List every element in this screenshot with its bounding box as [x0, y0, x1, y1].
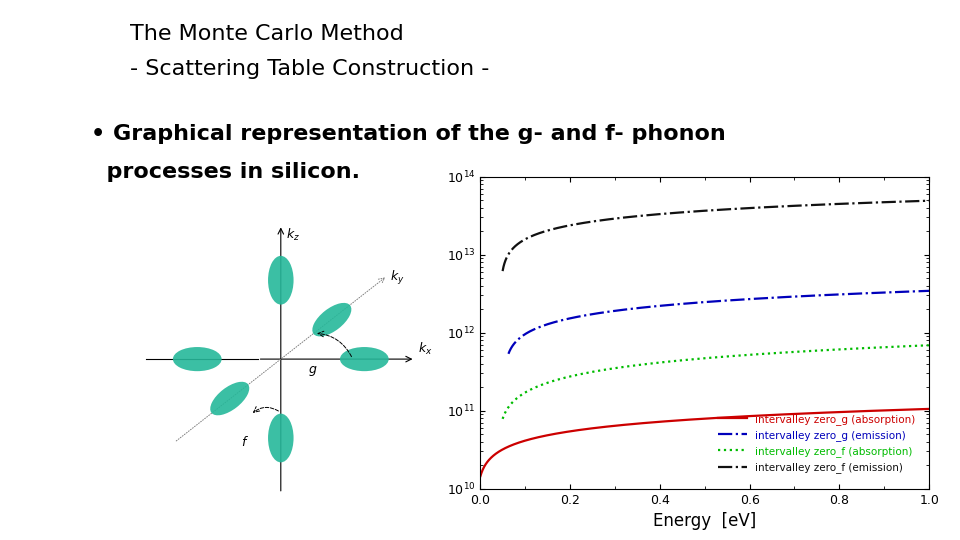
Text: $k_z$: $k_z$ — [286, 227, 300, 243]
Ellipse shape — [210, 382, 250, 415]
Legend: intervalley zero_g (absorption), intervalley zero_g (emission), intervalley zero: intervalley zero_g (absorption), interva… — [713, 410, 920, 477]
Text: The Monte Carlo Method: The Monte Carlo Method — [130, 24, 403, 44]
Text: - Scattering Table Construction -: - Scattering Table Construction - — [130, 59, 489, 79]
Ellipse shape — [173, 347, 222, 371]
X-axis label: Energy  [eV]: Energy [eV] — [653, 512, 756, 530]
Text: • Graphical representation of the g- and f- phonon: • Graphical representation of the g- and… — [91, 124, 726, 144]
Ellipse shape — [268, 256, 294, 305]
Text: f: f — [241, 436, 246, 449]
Text: processes in silicon.: processes in silicon. — [91, 162, 360, 182]
Ellipse shape — [268, 414, 294, 462]
Text: $k_y$: $k_y$ — [390, 268, 404, 287]
Ellipse shape — [340, 347, 389, 371]
Text: g: g — [309, 363, 317, 376]
Text: $k_x$: $k_x$ — [418, 341, 432, 357]
Ellipse shape — [312, 303, 351, 336]
